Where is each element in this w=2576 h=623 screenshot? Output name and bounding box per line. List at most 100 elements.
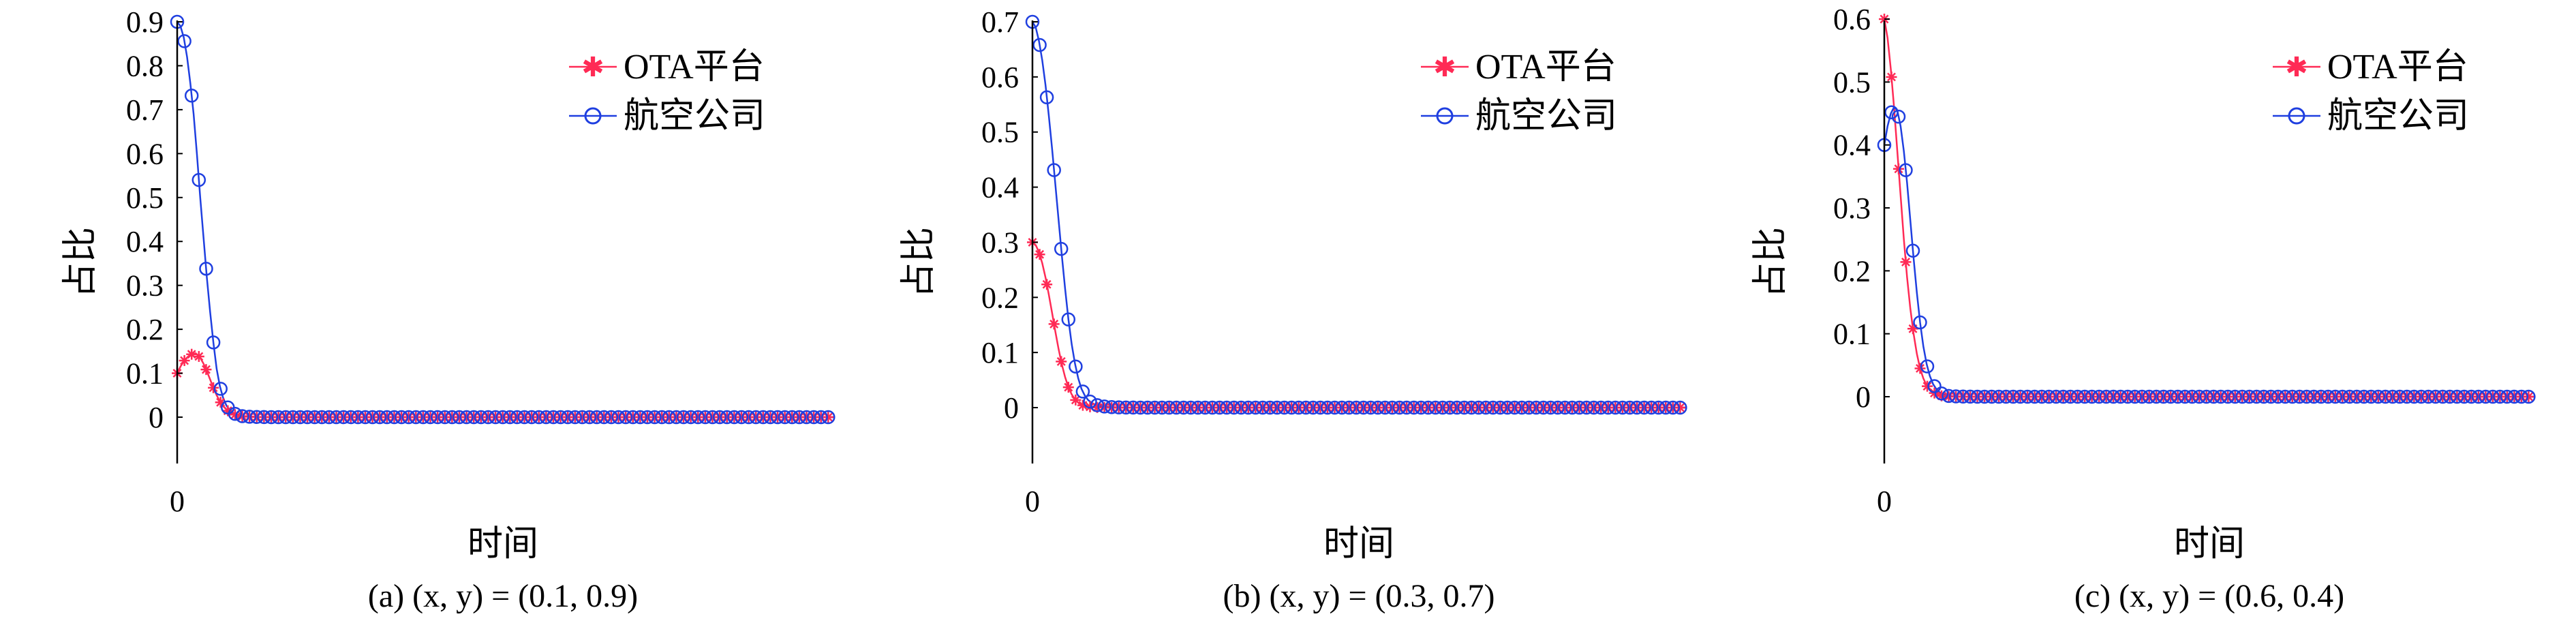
chart-b-series-1-point <box>1320 400 1335 415</box>
chart-a-series-1-point <box>604 410 619 425</box>
chart-b-series-1-point <box>1522 400 1536 415</box>
chart-c-series-1-point <box>2314 389 2329 404</box>
chart-a-series-1-point <box>814 410 828 425</box>
chart-a-series-1-point <box>286 410 301 425</box>
chart-c-series-1-point <box>2328 389 2343 404</box>
chart-b-series-1-point <box>1443 400 1457 415</box>
chart-c-series-1-point <box>2163 389 2178 404</box>
chart-c-series-0-point <box>2243 391 2255 402</box>
chart-c-series-1-point <box>2113 389 2128 404</box>
chart-c-series-0-point <box>2079 391 2091 402</box>
chart-b-series-1-point <box>1054 241 1069 256</box>
chart-b-y-tick-label: 0.2 <box>981 281 1019 314</box>
chart-a-series-1-point <box>654 410 669 425</box>
chart-c-series-1-point <box>2321 389 2335 404</box>
chart-c-series-1-point <box>1977 389 1992 404</box>
chart-c-series-0-point <box>2372 391 2384 402</box>
chart-a-series-1-point <box>539 410 553 425</box>
chart-a-series-1-point <box>213 382 228 396</box>
chart-b-legend-airline-marker <box>1436 107 1454 125</box>
chart-c-series-1-point <box>2357 389 2372 404</box>
chart-c-series-1-point <box>2457 389 2472 404</box>
chart-c-series-1-point <box>2242 389 2257 404</box>
chart-c-series-1-point <box>2235 389 2250 404</box>
chart-c-series-1-point <box>2020 389 2035 404</box>
chart-c-series-0-point <box>2437 391 2449 402</box>
chart-b-series-1-point <box>1615 400 1630 415</box>
chart-b-series-1-point <box>1457 400 1471 415</box>
chart-b-series-1-point <box>1083 394 1097 409</box>
chart-b-series-1-point <box>1154 400 1169 415</box>
chart-a-series-0-line <box>176 352 835 419</box>
chart-c-series-1-point <box>1991 389 2006 404</box>
chart-b-series-0-point <box>1070 394 1082 406</box>
chart-b-series-1-point <box>1536 400 1551 415</box>
chart-c-series-1-point <box>2049 389 2064 404</box>
chart-c-series-1-point <box>2507 389 2521 404</box>
chart-b-y-ticks: 0 0.1 0.2 0.3 0.4 0.5 0.6 0.7 <box>981 5 1038 425</box>
chart-b-series-1-point <box>1248 400 1263 415</box>
chart-b-legend: ✱ OTA平台 航空公司 <box>1421 48 1617 136</box>
chart-c-x-label: 时间 <box>2174 525 2245 564</box>
chart-a-series-1-point <box>676 410 691 425</box>
chart-c-series-1-point <box>2142 389 2156 404</box>
chart-a-legend-ota-marker: ✱ <box>581 52 604 82</box>
chart-b-series-1-point <box>1428 400 1443 415</box>
chart-a-series-1-point <box>257 410 271 425</box>
chart-c-series-1-point <box>2350 389 2364 404</box>
chart-a-series-1-point <box>394 410 409 425</box>
chart-b-series-1-point <box>1364 400 1378 415</box>
chart-c-series-1-point <box>2034 389 2049 404</box>
chart-a-series-1-point <box>734 410 749 425</box>
chart-b-series-1-point <box>1651 400 1666 415</box>
chart-b-series-1-point <box>1061 312 1076 326</box>
chart-c-series-0-point <box>2172 391 2183 402</box>
chart-a-series-1-point <box>401 410 416 425</box>
chart-c-series-1-point <box>2485 389 2500 404</box>
chart-b-series-1-point <box>1644 400 1659 415</box>
chart-c-series-1-point <box>1884 105 1899 119</box>
chart-b-series-1-point <box>1133 400 1148 415</box>
chart-c-series-1-point <box>1913 315 1927 330</box>
chart-b-series-1-point <box>1673 400 1687 415</box>
chart-b-series-1-point <box>1162 400 1176 415</box>
chart-b-series-0-point <box>1041 279 1053 290</box>
chart-c-series-1-point <box>2514 389 2529 404</box>
chart-a-series-1-point <box>763 410 778 425</box>
chart-b-series-0-point <box>1056 356 1067 367</box>
chart-b-series-1-point <box>1471 400 1486 415</box>
chart-c-series-1-point <box>2421 389 2436 404</box>
chart-b-legend-airline-label: 航空公司 <box>1475 97 1617 136</box>
chart-b-series-1-point <box>1140 400 1155 415</box>
chart-b-series-1-point <box>1227 400 1241 415</box>
chart-a-x-tick-0: 0 <box>170 485 185 518</box>
chart-c-series-1-point <box>1970 389 1984 404</box>
chart-c-series-1-point <box>1934 386 1949 401</box>
chart-a-series-1-point <box>647 410 662 425</box>
chart-a-series-1-point <box>380 410 395 425</box>
chart-c-series-1-line <box>1883 106 2535 398</box>
chart-a-series-1-point <box>459 410 474 425</box>
chart-a-series-0-point <box>200 364 212 376</box>
chart-c-series-1-point <box>2120 389 2135 404</box>
chart-a-y-tick-label: 0.7 <box>126 93 164 127</box>
chart-b-series-1-point <box>1450 400 1465 415</box>
chart-c-x-tick-0: 0 <box>1877 485 1892 518</box>
chart-b-series-1-point <box>1659 400 1673 415</box>
chart-c-series-1-point <box>2171 389 2185 404</box>
chart-b-series-1-point <box>1233 400 1248 415</box>
chart-c-series-1-point <box>2156 389 2171 404</box>
chart-a-series-1-point <box>481 410 495 425</box>
chart-c-series-0-point <box>2251 391 2263 402</box>
chart-a-series-1-point <box>387 410 401 425</box>
chart-b-series-1-point <box>1191 400 1206 415</box>
chart-c-series-1-point <box>1942 389 1956 404</box>
chart-a-caption: (a) (x, y) = (0.1, 0.9) <box>368 578 638 614</box>
chart-c-series-1-point <box>2450 389 2464 404</box>
chart-b-series-1-point <box>1601 400 1616 415</box>
chart-c-series-1-point <box>2063 389 2078 404</box>
chart-c-series-0-point <box>2401 391 2412 402</box>
chart-b-series-1-point <box>1629 400 1644 415</box>
chart-b-series-1-point <box>1263 400 1277 415</box>
chart-a-series-1-point <box>778 410 792 425</box>
